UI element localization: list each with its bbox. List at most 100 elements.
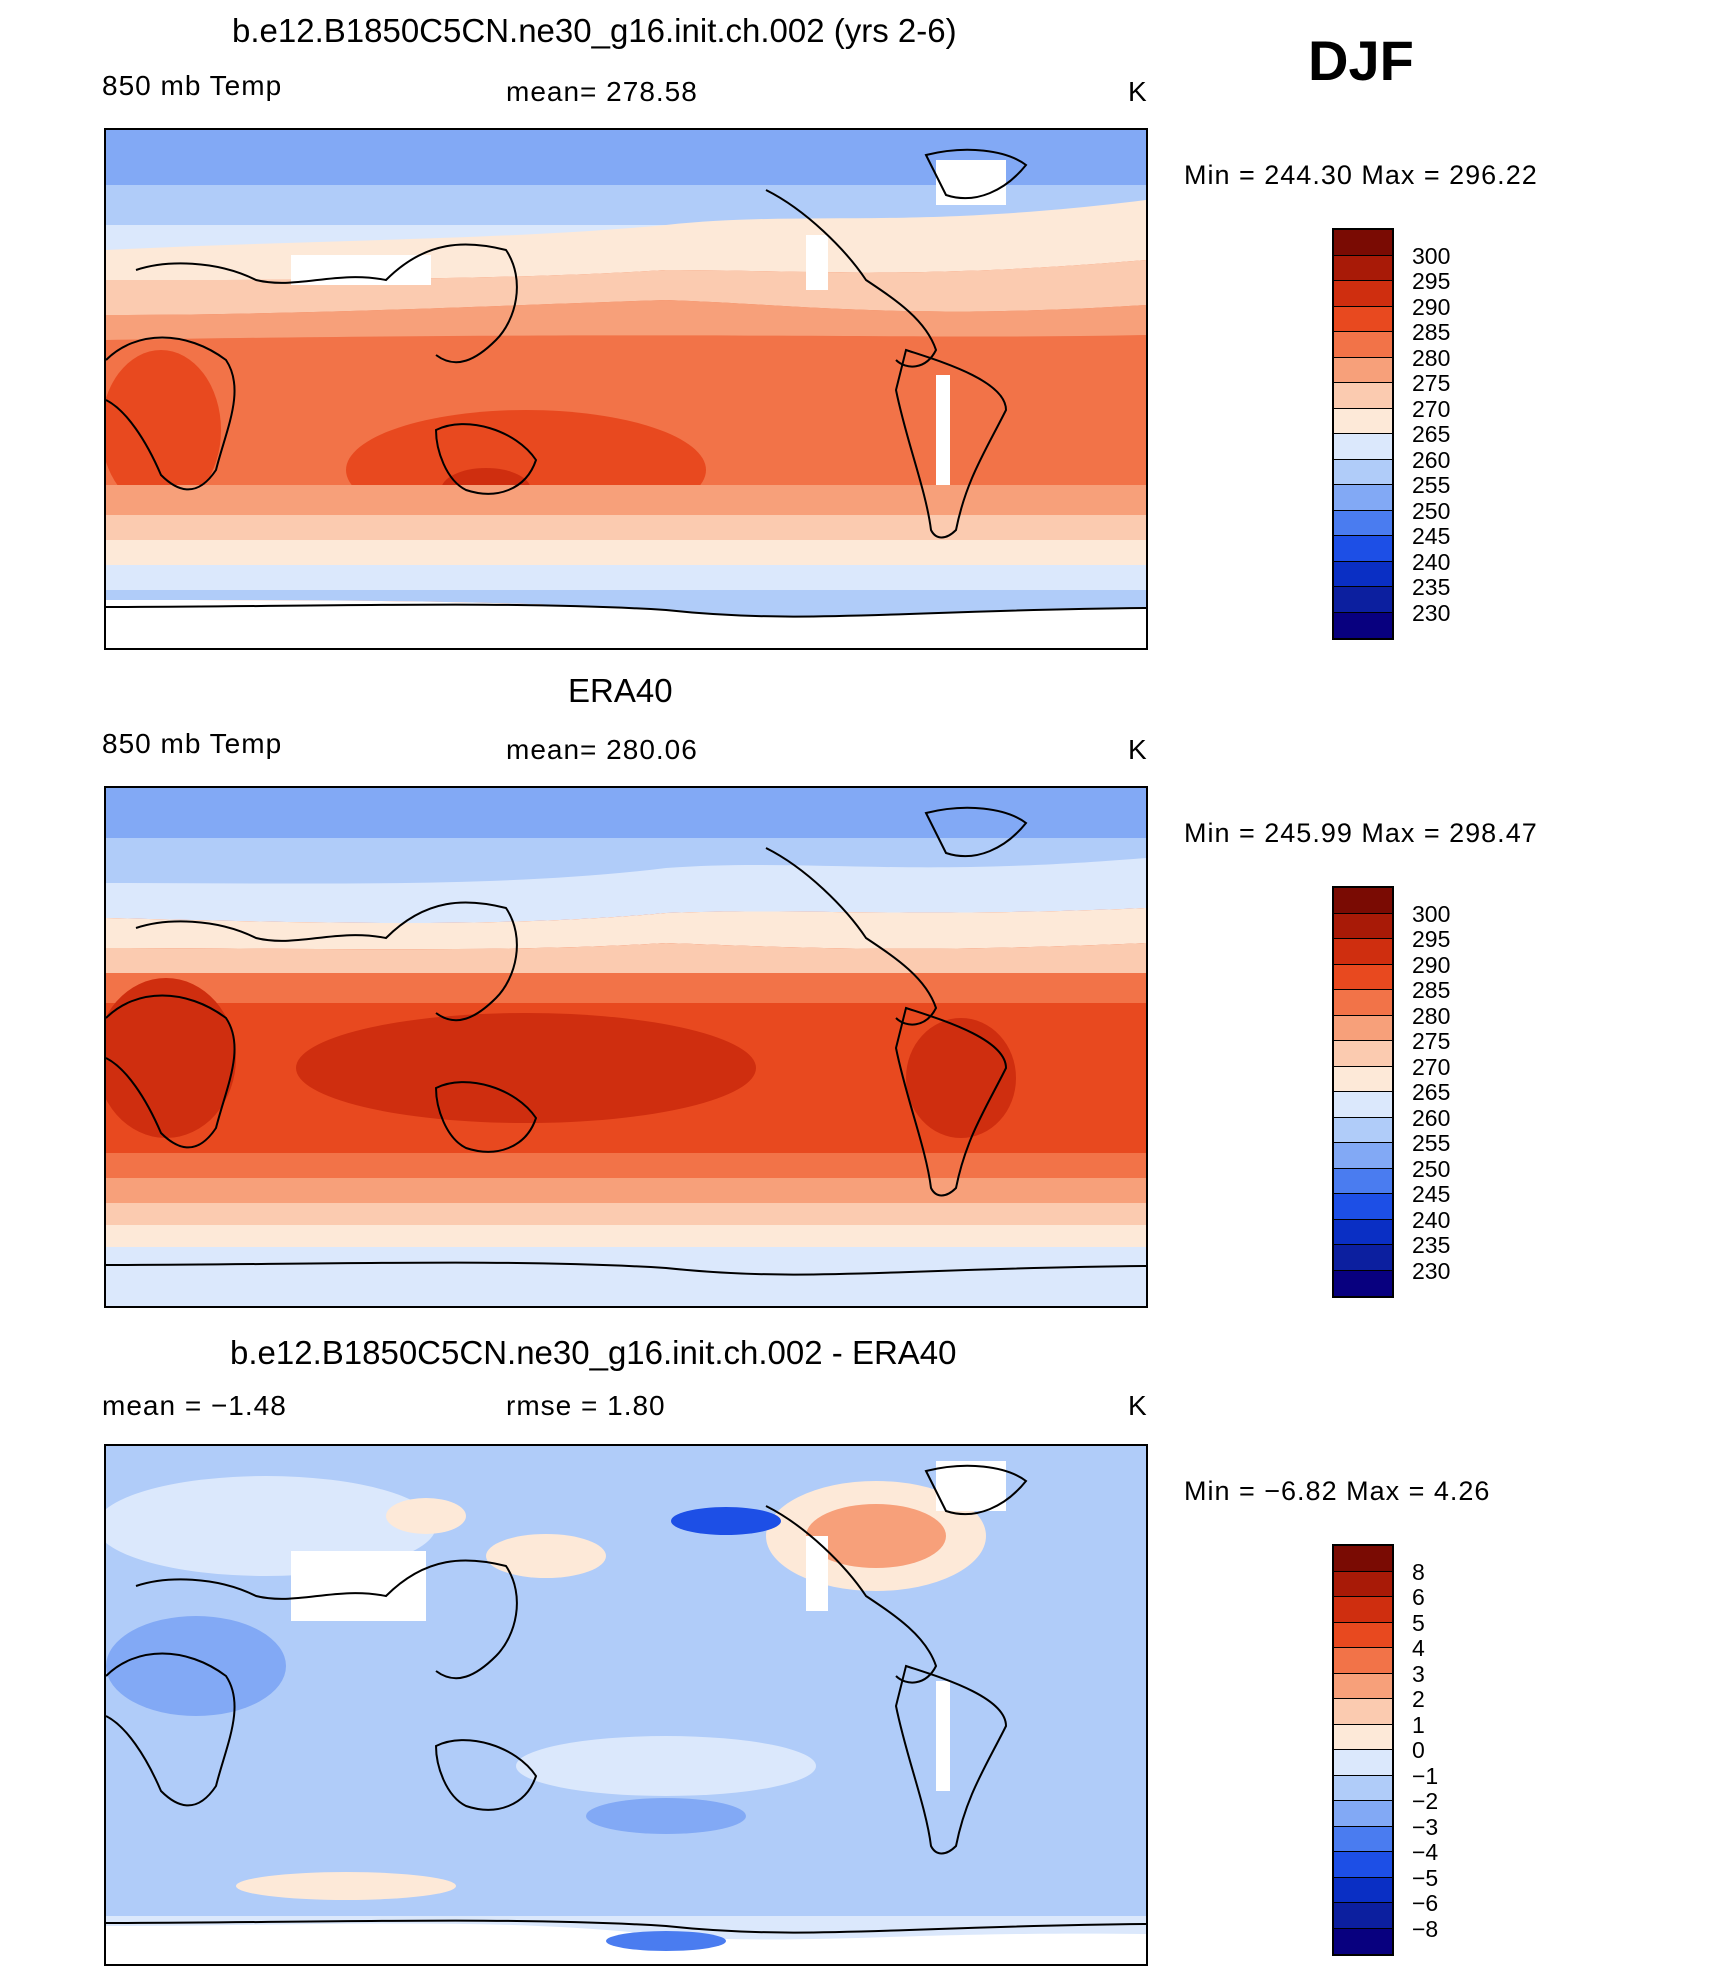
band-north-mild [106, 908, 1146, 950]
colorbar-tick-label: 260 [1412, 446, 1451, 473]
band-south-5 [106, 1247, 1146, 1306]
panel3-colorbar [1332, 1544, 1394, 1956]
panel2-minmax: Min = 245.99 Max = 298.47 [1184, 818, 1538, 848]
colorbar-tick-label: 270 [1412, 395, 1451, 422]
coast-eurasia [135, 243, 518, 364]
coast-australia [434, 1739, 538, 1811]
warm-africa [106, 350, 221, 510]
colorbar-cell [1334, 1270, 1392, 1296]
colorbar-cell [1334, 485, 1392, 511]
diff-eurasia-light [106, 1476, 436, 1576]
colorbar-cell [1334, 1775, 1392, 1801]
colorbar-cell [1334, 1066, 1392, 1092]
colorbar-tick-label: 0 [1412, 1737, 1425, 1763]
coast-greenland [924, 1464, 1028, 1516]
colorbar-cell [1334, 1015, 1392, 1041]
band-arctic [106, 788, 1146, 843]
colorbar-tick-label: −4 [1412, 1839, 1439, 1865]
band-south-4 [106, 565, 1146, 590]
colorbar-tick-label: 280 [1412, 1002, 1451, 1029]
band-south-3 [106, 540, 1146, 565]
colorbar-tick-label: −2 [1412, 1788, 1439, 1814]
coast-australia [434, 1081, 538, 1153]
colorbar-tick-label: 240 [1412, 548, 1451, 575]
panel3-map [104, 1444, 1148, 1966]
coast-antarctica [106, 1919, 1146, 1934]
coast-antarctica [106, 1261, 1146, 1276]
diff-cold-alaska [671, 1507, 781, 1535]
coast-eurasia [135, 1559, 518, 1680]
colorbar-cell [1334, 1219, 1392, 1245]
coast-north-america [765, 847, 938, 1026]
colorbar-cell [1334, 1903, 1392, 1929]
colorbar-cell [1334, 383, 1392, 409]
mask-himalaya [291, 1551, 426, 1621]
panel2-units: K [1128, 734, 1148, 765]
colorbar-cell [1334, 1092, 1392, 1118]
diff-cold-antarctic [606, 1931, 726, 1951]
mask-andes [936, 1681, 950, 1791]
colorbar-tick-label: 250 [1412, 1155, 1451, 1182]
colorbar-cell [1334, 1826, 1392, 1852]
colorbar-cell [1334, 964, 1392, 990]
coast-north-america [765, 189, 938, 368]
colorbar-tick-label: 275 [1412, 1028, 1451, 1054]
band-south-2 [106, 515, 1146, 540]
band-south-4 [106, 1225, 1146, 1247]
panel1-units: K [1128, 76, 1148, 107]
colorbar-cell [1334, 1622, 1392, 1648]
colorbar-tick-label: 265 [1412, 1079, 1451, 1105]
coast-south-america [894, 1664, 1008, 1855]
coast-africa [106, 336, 236, 491]
colorbar-tick-label: 245 [1412, 523, 1451, 549]
colorbar-cell [1334, 1928, 1392, 1954]
colorbar-tick-label: −1 [1412, 1762, 1439, 1789]
band-south-2 [106, 1178, 1146, 1203]
colorbar-tick-label: 5 [1412, 1609, 1425, 1636]
panel1-map-svg [106, 130, 1146, 648]
colorbar-cell [1334, 1724, 1392, 1750]
colorbar-cell [1334, 357, 1392, 383]
coast-eurasia [135, 901, 518, 1022]
colorbar-cell [1334, 536, 1392, 562]
colorbar-cell [1334, 1168, 1392, 1194]
coast-greenland [924, 806, 1028, 858]
panel1-minmax: Min = 244.30 Max = 296.22 [1184, 160, 1538, 190]
colorbar-cell [1334, 1699, 1392, 1725]
mask-andes [936, 375, 950, 485]
colorbar-tick-label: 235 [1412, 574, 1451, 600]
panel2-colorbar [1332, 886, 1394, 1298]
colorbar-cell [1334, 408, 1392, 434]
coastlines [106, 148, 1146, 618]
colorbar-tick-label: 1 [1412, 1711, 1425, 1738]
diff-warm-siberia [386, 1498, 466, 1534]
coast-africa [106, 1652, 236, 1807]
colorbar-cell [1334, 939, 1392, 965]
coast-north-america [765, 1505, 938, 1684]
colorbar-tick-label: 300 [1412, 242, 1451, 269]
colorbar-tick-label: 4 [1412, 1635, 1425, 1661]
panel1-variable-label: 850 mb Temp [102, 70, 283, 101]
colorbar-cell [1334, 990, 1392, 1016]
colorbar-tick-label: 240 [1412, 1206, 1451, 1233]
diff-warm-southern-ocean [236, 1872, 456, 1900]
band-south-1 [106, 485, 1146, 515]
antarctica-mask [106, 600, 1146, 648]
colorbar-cell [1334, 306, 1392, 332]
colorbar-tick-label: 280 [1412, 344, 1451, 371]
colorbar-tick-label: 250 [1412, 497, 1451, 524]
diff-warm-pacific [486, 1534, 606, 1578]
colorbar-cell [1334, 1648, 1392, 1674]
colorbar-cell [1334, 459, 1392, 485]
colorbar-tick-label: 255 [1412, 1130, 1451, 1156]
colorbar-tick-label: 275 [1412, 370, 1451, 396]
colorbar-cell [1334, 612, 1392, 638]
warm-pool [296, 1013, 756, 1123]
warm-south-america [906, 1018, 1016, 1138]
colorbar-tick-label: 295 [1412, 268, 1451, 294]
coast-australia [434, 423, 538, 495]
panel1-title: b.e12.B1850C5CN.ne30_g16.init.ch.002 (yr… [232, 12, 957, 49]
panel2-map-svg [106, 788, 1146, 1306]
panel1-map [104, 128, 1148, 650]
panel3-map-svg [106, 1446, 1146, 1964]
